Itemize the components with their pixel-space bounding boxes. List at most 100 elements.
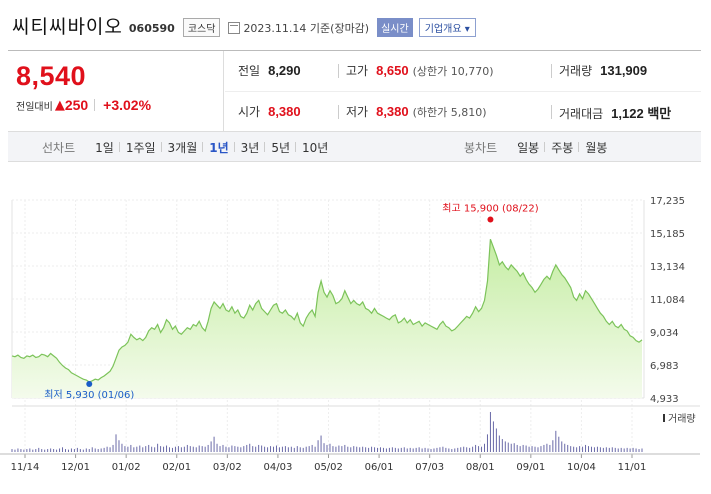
x-tick-label: 07/03: [415, 462, 444, 473]
volume-bar: [457, 447, 459, 452]
stat-label: 시가: [238, 105, 261, 119]
y-tick-label: 15,185: [650, 229, 685, 240]
stock-code: 060590: [128, 21, 175, 35]
volume-bar: [148, 444, 150, 452]
tab-3y[interactable]: 3년: [233, 139, 266, 156]
divider: [551, 105, 552, 119]
volume-bar: [281, 446, 283, 452]
volume-bar: [371, 446, 373, 452]
volume-bar: [522, 444, 524, 452]
volume-bar: [359, 447, 361, 452]
x-tick-label: 08/01: [466, 462, 495, 473]
stat-label: 거래량: [559, 64, 593, 78]
max-label: 최고 15,900 (08/22): [442, 202, 538, 214]
stat-prev-close: 전일 8,290: [238, 62, 301, 79]
volume-bar: [531, 446, 533, 452]
min-point: [86, 380, 93, 387]
x-tick-label: 04/03: [264, 462, 293, 473]
volume-bar: [255, 446, 257, 452]
volume-bar: [59, 448, 61, 452]
tab-1w[interactable]: 1주일: [118, 139, 162, 156]
volume-bar: [47, 449, 49, 452]
volume-bar: [270, 446, 272, 452]
volume-bar: [579, 446, 581, 452]
volume-bar: [611, 447, 613, 452]
tab-5y[interactable]: 5년: [264, 139, 296, 156]
volume-bar: [26, 449, 28, 452]
volume-bar: [623, 448, 625, 452]
tab-daily[interactable]: 일봉: [517, 140, 540, 155]
change-percent: +3.02%: [103, 97, 152, 113]
calendar-icon: [228, 21, 241, 34]
stat-value: 8,650: [376, 63, 409, 78]
stat-label: 전일: [238, 64, 261, 78]
tab-3m[interactable]: 3개월: [160, 139, 204, 156]
volume-bar: [472, 446, 474, 452]
x-tick-label: 05/02: [314, 462, 343, 473]
volume-bar: [605, 447, 607, 452]
volume-bar: [166, 445, 168, 452]
volume-bar: [335, 446, 337, 452]
volume-bar: [391, 447, 393, 452]
volume-bar: [332, 446, 334, 452]
volume-bar: [130, 444, 132, 452]
current-price: 8,540: [16, 61, 87, 91]
volume-bar: [448, 448, 450, 452]
volume-bar: [258, 444, 260, 452]
volume-bar: [460, 447, 462, 452]
volume-bar: [469, 447, 471, 452]
change-amount: 250: [64, 97, 89, 113]
volume-bar: [427, 448, 429, 452]
volume-bar: [180, 447, 182, 452]
volume-bar: [394, 447, 396, 452]
tab-1y[interactable]: 1년: [202, 139, 234, 156]
company-overview-button[interactable]: 기업개요 ▾: [418, 17, 476, 37]
volume-bar: [94, 448, 96, 452]
volume-bar: [228, 447, 230, 452]
volume-bar: [121, 443, 123, 452]
volume-bar: [287, 447, 289, 452]
lower-limit: (하한가 5,810): [412, 106, 487, 119]
volume-bar: [439, 447, 441, 452]
price-chart[interactable]: 17,235 15,185 13,134 11,084 9,034 6,983 4,933 1…: [0, 168, 711, 494]
volume-bar: [498, 435, 500, 452]
stat-value: 1,122 백만: [611, 106, 672, 121]
volume-bar: [379, 447, 381, 452]
volume-bar: [171, 447, 173, 452]
volume-bar: [195, 447, 197, 452]
volume-bar: [478, 446, 480, 452]
stat-label: 저가: [346, 105, 369, 119]
volume-bar: [225, 446, 227, 452]
volume-bar: [484, 443, 485, 452]
volume-bar: [614, 447, 616, 452]
volume-bar: [103, 447, 105, 452]
stat-low: 저가 8,380 (하한가 5,810): [346, 103, 487, 120]
volume-bar: [278, 447, 280, 452]
volume-bar: [436, 447, 438, 452]
price-summary: 8,540 전일대비 ▲ 250 +3.02% 전일 8,290 고가 8,65…: [8, 50, 701, 132]
upper-limit: (상한가 10,770): [412, 65, 494, 78]
tab-1d[interactable]: 1일: [95, 140, 114, 155]
volume-bar: [157, 443, 159, 452]
volume-bar: [412, 448, 414, 452]
volume-bar: [97, 449, 99, 452]
volume-bar: [540, 446, 542, 452]
tab-weekly[interactable]: 주봉: [544, 139, 579, 156]
volume-bar: [382, 447, 384, 452]
change-label: 전일대비: [16, 101, 53, 113]
volume-bar: [53, 449, 55, 452]
realtime-button[interactable]: 실시간: [377, 17, 413, 37]
volume-bar: [186, 444, 188, 452]
volume-bar: [284, 446, 286, 452]
tab-monthly[interactable]: 월봉: [578, 139, 613, 156]
volume-bar: [79, 449, 81, 452]
volume-bar: [418, 447, 420, 452]
volume-bar: [293, 447, 295, 452]
stat-label: 거래대금: [559, 107, 604, 121]
volume-bar: [513, 443, 515, 452]
volume-bar: [454, 448, 456, 452]
volume-bar: [275, 445, 277, 452]
volume-bar: [189, 446, 191, 452]
volume-bar: [154, 447, 156, 452]
tab-10y[interactable]: 10년: [295, 139, 334, 156]
